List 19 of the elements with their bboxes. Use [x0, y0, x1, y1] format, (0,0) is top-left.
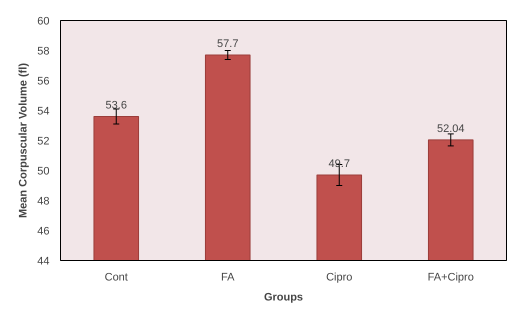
y-tick-label: 60: [37, 16, 50, 28]
data-label: 52.04: [436, 122, 465, 135]
data-label: 57.7: [217, 38, 238, 50]
y-tick-label: 56: [37, 76, 50, 88]
x-tick-label: FA+Cipro: [428, 272, 474, 284]
y-tick-label: 52: [37, 136, 50, 148]
x-tick-label: Cont: [104, 272, 128, 284]
data-label: 53.6: [106, 100, 127, 112]
y-tick-label: 44: [37, 256, 50, 268]
x-tick-label: Cipro: [326, 272, 352, 284]
x-tick-label: FA: [221, 272, 236, 284]
y-tick-label: 48: [37, 196, 50, 208]
y-tick-label: 54: [37, 106, 50, 118]
y-tick-label: 50: [37, 166, 50, 178]
y-axis-title: Mean Corpuscular Volume (fl): [17, 62, 30, 218]
y-tick-label: 46: [37, 226, 50, 238]
x-axis-title: Groups: [264, 292, 304, 304]
y-tick-label: 58: [37, 46, 50, 58]
data-label: 49.7: [328, 158, 350, 170]
